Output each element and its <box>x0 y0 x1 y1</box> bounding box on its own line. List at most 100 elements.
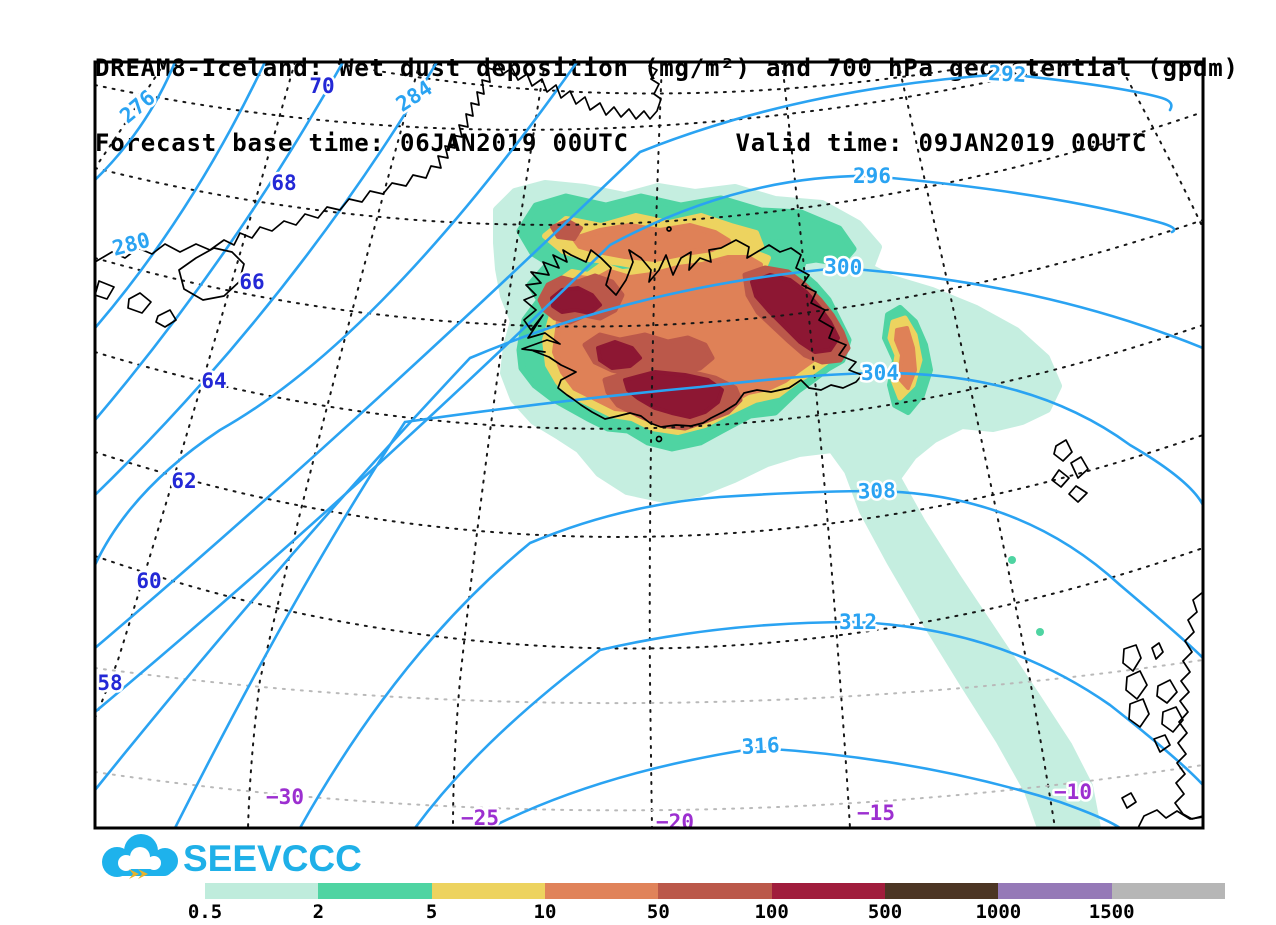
island-grimsey <box>666 226 672 232</box>
contour-280 <box>95 62 267 330</box>
island <box>95 280 115 300</box>
contour-288 <box>95 62 579 567</box>
colorbar-segment-5 <box>771 883 885 899</box>
coastline-greenland-ne <box>496 62 662 120</box>
logo-arrow-icon <box>138 869 148 879</box>
map-border <box>93 60 1205 830</box>
coastline-faroes <box>1051 439 1089 503</box>
colorbar-tick-1000: 1000 <box>975 901 1022 923</box>
colorbar-segment-3 <box>544 883 659 899</box>
logo-arrow-icon <box>129 869 139 879</box>
latitude-label-60: 60 <box>136 569 161 593</box>
geopotential-label-312: 312 <box>839 610 877 634</box>
island <box>1161 706 1184 733</box>
latitude-circle <box>95 434 1203 538</box>
colorbar-tick-100: 100 <box>754 901 789 923</box>
latitude-label-70: 70 <box>309 74 334 98</box>
colorbar-segment-4 <box>658 883 772 899</box>
colorbar-tick-50: 50 <box>646 901 670 923</box>
dust-level-100-core <box>550 286 602 315</box>
latitude-circle <box>95 659 1203 705</box>
colorbar-segment-8 <box>1111 883 1225 899</box>
coastline-greenland <box>95 62 496 263</box>
island-vestmannaeyjar <box>655 435 663 443</box>
island <box>1153 734 1171 753</box>
geopotential-label-308: 308 <box>857 478 896 503</box>
latitude-circle <box>329 62 1001 95</box>
dust-level-100-core <box>623 370 724 419</box>
meridian-line <box>648 62 663 828</box>
colorbar-tick-10: 10 <box>533 901 557 923</box>
latitude-circle <box>95 62 1081 131</box>
colorbar-tick-1500: 1500 <box>1088 901 1135 923</box>
title-line-2: Forecast base time: 06JAN2019 00UTC Vali… <box>95 129 1148 157</box>
longitude-label-−25: −25 <box>461 806 499 830</box>
colorbar <box>205 883 1225 899</box>
geopotential-label-296: 296 <box>853 164 891 188</box>
coastline-scotland <box>1121 591 1203 828</box>
seevccc-logo-icon <box>102 834 178 879</box>
dust-level-100-core <box>596 340 642 370</box>
island <box>1053 439 1073 462</box>
island <box>1156 679 1178 704</box>
contour-308 <box>298 489 1203 828</box>
longitude-label-−10: −10 <box>1054 780 1092 804</box>
colorbar-tick-2: 2 <box>312 901 325 923</box>
coastline-mainland <box>1174 591 1203 820</box>
island <box>1128 698 1150 728</box>
meridian-line <box>95 62 296 719</box>
latitude-circle <box>95 324 1203 430</box>
latitude-circle <box>95 764 1203 812</box>
geopotential-label-300: 300 <box>824 254 863 279</box>
graticule <box>95 62 1203 828</box>
latitude-label-68: 68 <box>271 171 296 195</box>
island <box>127 292 152 314</box>
latitude-label-62: 62 <box>171 469 196 493</box>
meridian-line <box>452 62 546 828</box>
geopotential-label-316: 316 <box>741 733 780 759</box>
colorbar-segment-1 <box>318 883 432 899</box>
geopotential-contours <box>95 62 1203 828</box>
island <box>155 309 177 328</box>
colorbar-tick-5: 5 <box>425 901 438 923</box>
island <box>1070 456 1089 479</box>
contour-316 <box>488 746 1122 828</box>
geopotential-label-284: 284 <box>392 76 437 117</box>
contour-296 <box>95 174 1176 714</box>
island <box>1151 642 1164 660</box>
latitude-circle <box>95 547 1203 650</box>
coastlines <box>95 62 1203 828</box>
contour-276 <box>95 62 177 182</box>
dust-level-100-core <box>750 273 840 354</box>
longitude-label-−15: −15 <box>857 801 895 825</box>
dust-speck <box>1036 628 1044 636</box>
latitude-label-64: 64 <box>201 369 226 393</box>
colorbar-tick-labels: 0.5 2 5 10 50 100 500 1000 1500 <box>188 901 1225 923</box>
map-title: DREAM8-Iceland: Wet dust deposition (mg/… <box>95 6 1239 181</box>
longitude-label-−30: −30 <box>266 785 304 809</box>
contour-282 <box>95 62 345 422</box>
contour-300 <box>95 266 1203 792</box>
geopotential-label-280: 280 <box>110 228 153 261</box>
latitude-circle <box>95 111 1203 226</box>
longitude-label-−20: −20 <box>656 810 694 834</box>
contour-292 <box>95 72 1173 650</box>
colorbar-segment-0 <box>205 883 319 899</box>
island <box>1051 469 1070 488</box>
latitude-circle <box>95 219 1203 328</box>
seevccc-logo-text: SEEVCCC <box>183 838 362 879</box>
colorbar-tick-500: 500 <box>867 901 903 923</box>
island <box>178 247 245 301</box>
coastline-iceland <box>521 239 863 428</box>
colorbar-segment-2 <box>431 883 545 899</box>
contour-304 <box>173 371 1203 828</box>
latitude-label-66: 66 <box>239 270 264 294</box>
island <box>1068 485 1088 503</box>
contour-312 <box>413 620 1203 828</box>
colorbar-segment-7 <box>998 883 1112 899</box>
island <box>1125 670 1148 700</box>
meridian-line <box>781 62 851 828</box>
latitude-label-58: 58 <box>97 671 122 695</box>
